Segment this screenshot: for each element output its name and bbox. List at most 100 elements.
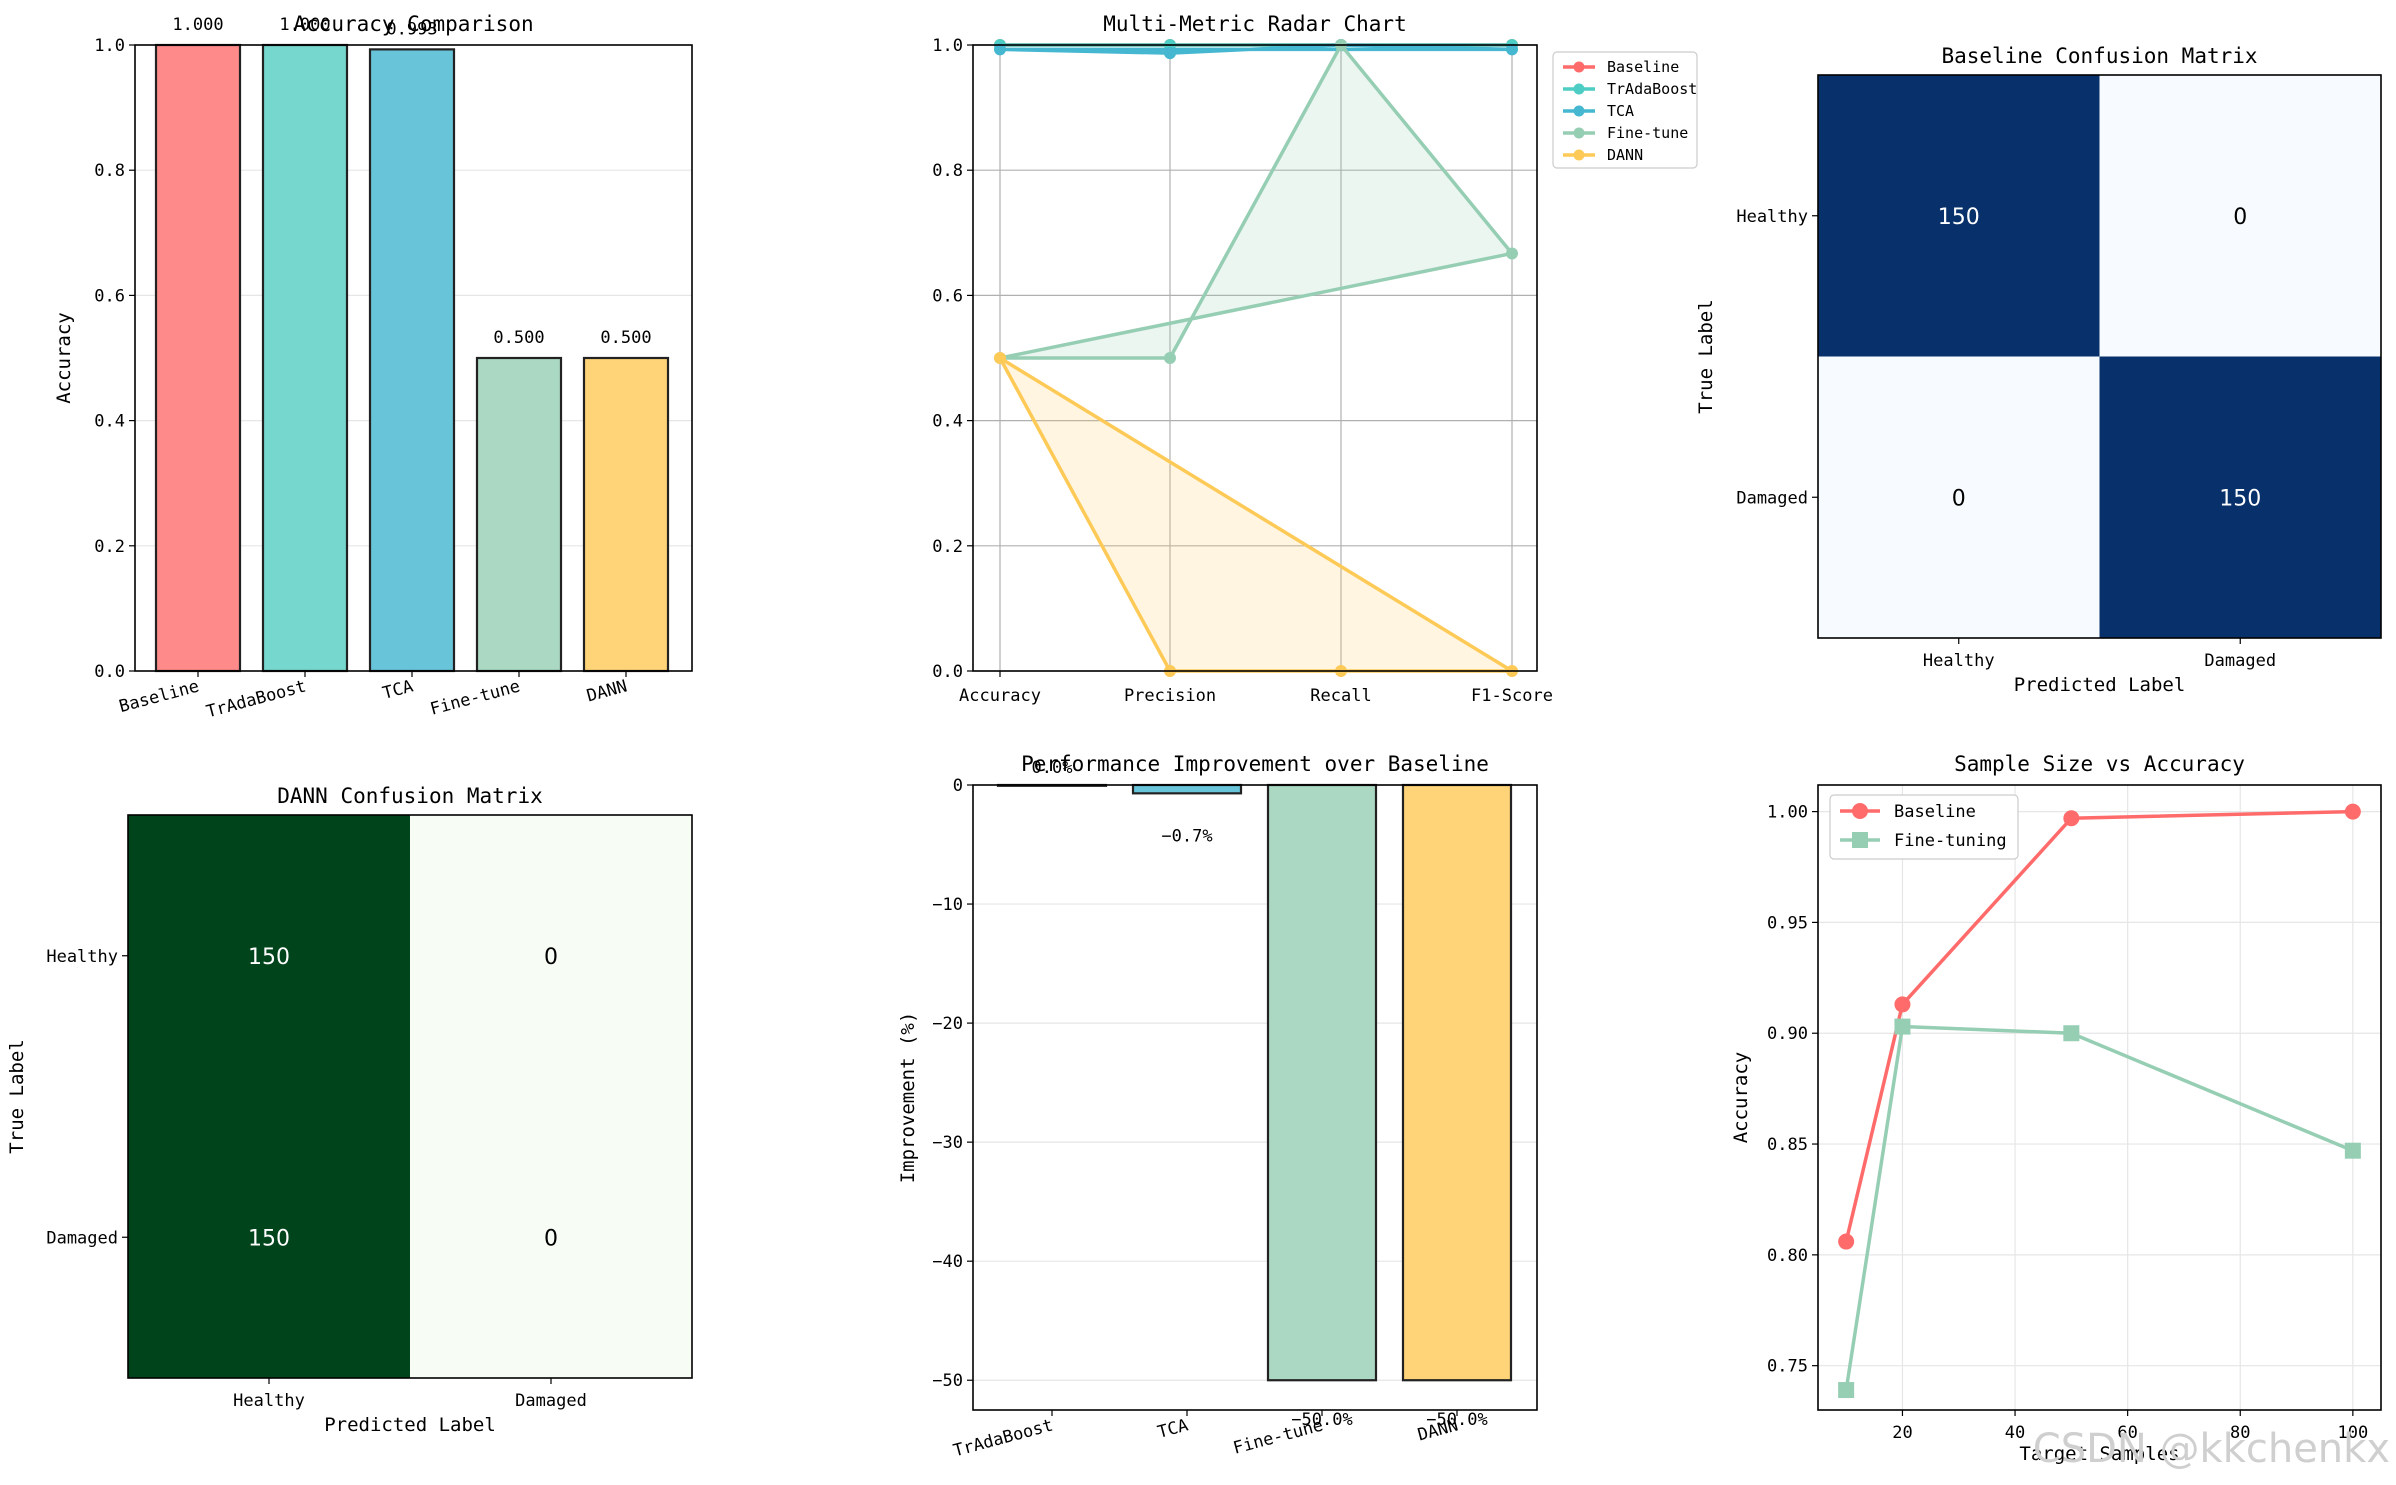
y-tick-label: Damaged [1736, 488, 1808, 508]
x-tick-label: Healthy [1923, 651, 1995, 671]
bar-dann [582, 356, 670, 673]
x-tick-label: DANN [585, 677, 630, 707]
y-tick-label: 0.80 [1767, 1246, 1808, 1266]
y-tick-label: 0.4 [932, 412, 963, 432]
x-tick-label: Baseline [117, 677, 201, 718]
bar-fine-tune [1266, 783, 1378, 1382]
legend-entry: DANN [1607, 146, 1643, 164]
x-tick-label: TrAdaBoost [951, 1416, 1055, 1462]
y-tick-label: 0.75 [1767, 1357, 1808, 1377]
y-tick-label: 0.8 [932, 161, 963, 181]
y-tick-label: 0.4 [94, 412, 125, 432]
x-tick-label: 40 [2005, 1423, 2025, 1443]
y-tick-label: −10 [932, 895, 963, 915]
data-point [1894, 1018, 1911, 1035]
y-tick-label: 0.8 [94, 161, 125, 181]
x-tick-label: 60 [2117, 1423, 2137, 1443]
data-point [1894, 996, 1911, 1013]
sample-size-accuracy-chart: 0.75 0.80 0.85 0.90 0.95 1.00 20 40 60 80 100 Sampl… [1730, 752, 2382, 1465]
bar-baseline [154, 43, 242, 673]
matrix-cell [128, 815, 410, 1097]
data-point [2063, 1025, 2080, 1042]
y-axis-label: Improvement (%) [897, 1012, 919, 1184]
plot-frame [1817, 784, 2382, 1411]
data-point [994, 352, 1006, 364]
multi-metric-radar-chart: 0.0 0.2 0.4 0.6 0.8 1.0 Accuracy Precision Recal… [932, 12, 1698, 706]
y-tick-label: Damaged [46, 1228, 118, 1248]
legend-marker [1573, 61, 1585, 73]
x-tick-label: Recall [1310, 686, 1371, 706]
y-tick-label: −50 [932, 1371, 963, 1391]
legend-marker [1573, 127, 1585, 139]
cell-value: 0 [2233, 205, 2247, 230]
chart-title: Accuracy Comparison [293, 12, 533, 36]
bar-value-label: 0.0% [1032, 758, 1073, 778]
legend-entry: Baseline [1894, 802, 1976, 822]
bar-tca [1131, 783, 1243, 795]
x-tick-label: TCA [1155, 1416, 1190, 1443]
cell-value: 0 [544, 1226, 558, 1251]
bar-value-label: 0.500 [493, 328, 544, 348]
legend-marker [1573, 105, 1585, 117]
baseline-confusion-matrix: 150 0 0 150 Healthy Damaged Healthy Damaged Pred… [1695, 44, 2382, 696]
plot-frame [972, 44, 1538, 672]
plot-frame [127, 814, 693, 1379]
y-tick-label: −40 [932, 1252, 963, 1272]
legend-entry: TrAdaBoost [1607, 80, 1697, 98]
y-tick-label: 1.00 [1767, 803, 1808, 823]
x-tick-label: Fine-tune [428, 677, 522, 720]
x-tick-label: Fine-tune [1231, 1416, 1325, 1459]
x-tick-label: TrAdaBoost [204, 677, 308, 723]
bar-value-label: 1.000 [279, 15, 330, 35]
legend-marker [1852, 832, 1868, 848]
x-tick-label: TCA [380, 677, 415, 704]
cell-value: 150 [1938, 205, 1980, 230]
legend-marker [1573, 149, 1585, 161]
y-tick-label: 0.6 [94, 286, 125, 306]
bar-dann [1401, 783, 1513, 1382]
x-axis-label: Predicted Label [324, 1414, 496, 1436]
data-point [1838, 1233, 1855, 1250]
legend-marker [1852, 803, 1868, 819]
performance-improvement-chart: 0 −10 −20 −30 −40 −50 0.0% TrAdaBoost −0.7% TCA −5… [897, 752, 1538, 1462]
series-line-fine-tuning [1844, 1024, 2354, 1391]
y-tick-label: 0.85 [1767, 1135, 1808, 1155]
x-tick-label: DANN [1416, 1416, 1461, 1446]
x-tick-label: 80 [2230, 1423, 2250, 1443]
dann-confusion-matrix: 150 0 150 0 Healthy Damaged Healthy Damaged Pred… [6, 784, 693, 1436]
y-axis-label: Accuracy [53, 312, 75, 404]
matrix-cell [2099, 356, 2381, 638]
cell-value: 150 [248, 945, 290, 970]
plot-frame [1817, 74, 2382, 639]
data-point [1506, 247, 1518, 260]
x-tick-label: Damaged [2204, 651, 2276, 671]
bar-value-label: 0.993 [386, 19, 437, 39]
chart-title: Baseline Confusion Matrix [1941, 44, 2257, 68]
chart-title: Multi-Metric Radar Chart [1103, 12, 1406, 36]
x-tick-label: Precision [1124, 686, 1216, 706]
series-line-baseline [1844, 809, 2353, 1242]
legend-entry: Fine-tuning [1894, 831, 2007, 851]
bar-value-label: 0.500 [600, 328, 651, 348]
y-tick-label: 0.2 [932, 537, 963, 557]
bar-tca [368, 48, 456, 673]
legend-entry: Baseline [1607, 58, 1679, 76]
x-tick-label: F1-Score [1471, 686, 1553, 706]
matrix-cell [410, 1096, 692, 1378]
matrix-cell [1818, 75, 2100, 357]
data-point [2344, 803, 2361, 820]
data-point [1164, 352, 1176, 364]
legend-entry: TCA [1607, 102, 1634, 120]
x-tick-label: 20 [1892, 1423, 1912, 1443]
y-tick-label: Healthy [46, 947, 118, 967]
x-axis-label: Predicted Label [2014, 674, 2186, 696]
y-tick-label: 0.95 [1767, 913, 1808, 933]
legend: Baseline Fine-tuning [1829, 794, 2019, 860]
y-axis-label: True Label [6, 1039, 28, 1153]
bar-tradaboost [261, 43, 349, 673]
data-point [2344, 1142, 2361, 1159]
legend-marker [1573, 83, 1585, 95]
data-point [1164, 47, 1176, 60]
y-tick-label: −20 [932, 1014, 963, 1034]
